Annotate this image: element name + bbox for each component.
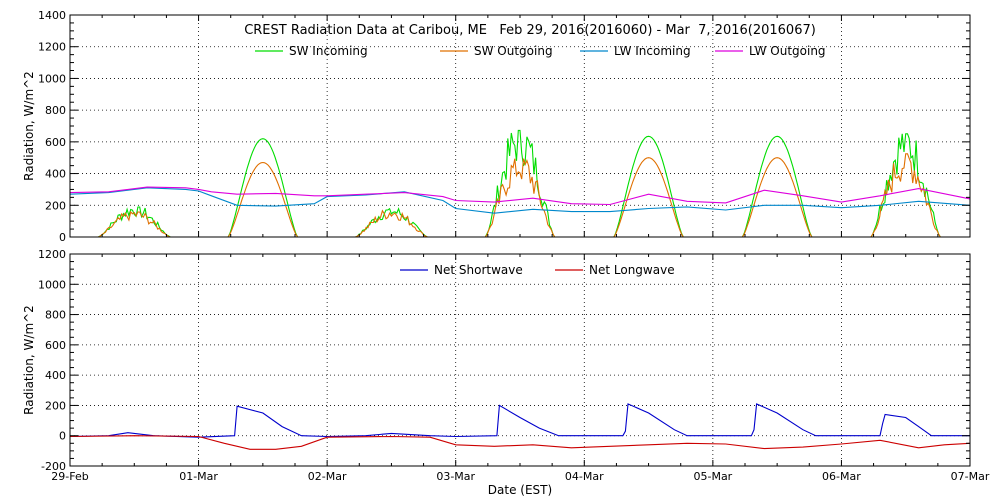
x-axis-title: Date (EST) — [488, 483, 552, 497]
legend-label: SW Outgoing — [474, 44, 553, 58]
bottom-series — [69, 403, 971, 450]
series-line-sw-incoming — [70, 129, 970, 238]
y-tick-label: 1000 — [38, 278, 66, 291]
legend-label: LW Incoming — [614, 44, 691, 58]
top-series — [69, 129, 971, 238]
y-tick-label: 400 — [45, 168, 66, 181]
y-tick-label: 200 — [45, 199, 66, 212]
y-tick-label: 400 — [45, 369, 66, 382]
x-tick-label: 04-Mar — [565, 470, 604, 483]
y-tick-label: -200 — [41, 460, 66, 473]
bottom-y-axis-title: Radiation, W/m^2 — [22, 305, 36, 415]
bottom-y-ticks: -200 0 200 400 600 800 1000 1200 — [38, 248, 970, 473]
top-x-ticks — [69, 15, 971, 237]
series-line-lw-incoming — [69, 187, 971, 214]
x-tick-label: 29-Feb — [51, 470, 88, 483]
series-line-net-shortwave — [69, 403, 970, 438]
series-line-lw-outgoing — [69, 186, 971, 206]
top-y-ticks: 0 200 400 600 800 1000 1200 1400 — [38, 9, 970, 244]
x-tick-label: 02-Mar — [308, 470, 347, 483]
y-tick-label: 800 — [45, 309, 66, 322]
y-tick-label: 1400 — [38, 9, 66, 22]
series-line-net-longwave — [69, 435, 971, 450]
chart-title: CREST Radiation Data at Caribou, ME Feb … — [244, 23, 816, 38]
top-legend: SW Incoming SW Outgoing LW Incoming LW Outg… — [255, 44, 826, 58]
legend-label: Net Shortwave — [434, 263, 523, 277]
bottom-legend: Net Shortwave Net Longwave — [400, 263, 675, 277]
top-panel: 0 200 400 600 800 1000 1200 1400 CREST Radiatio… — [22, 9, 971, 244]
y-tick-label: 0 — [59, 430, 66, 443]
top-y-axis-title: Radiation, W/m^2 — [22, 71, 36, 181]
y-tick-label: 1000 — [38, 72, 66, 85]
y-tick-label: 200 — [45, 399, 66, 412]
y-tick-label: 800 — [45, 104, 66, 117]
y-tick-label: 0 — [59, 231, 66, 244]
y-tick-label: 600 — [45, 339, 66, 352]
bottom-panel: -200 0 200 400 600 800 1000 1200 29-Feb 01-Mar 02… — [22, 248, 990, 497]
y-tick-label: 1200 — [38, 248, 66, 261]
x-tick-label: 07-Mar — [951, 470, 990, 483]
x-tick-label: 06-Mar — [822, 470, 861, 483]
legend-label: LW Outgoing — [749, 44, 826, 58]
y-tick-label: 1200 — [38, 41, 66, 54]
legend-label: SW Incoming — [289, 44, 368, 58]
bottom-grid — [70, 254, 970, 466]
series-line-sw-outgoing — [70, 153, 970, 238]
x-tick-label: 01-Mar — [179, 470, 218, 483]
bottom-x-ticks: 29-Feb 01-Mar 02-Mar 03-Mar 04-Mar 05-Mar 06-M… — [51, 254, 990, 483]
x-tick-label: 03-Mar — [436, 470, 475, 483]
x-tick-label: 05-Mar — [693, 470, 732, 483]
y-tick-label: 600 — [45, 136, 66, 149]
legend-label: Net Longwave — [589, 263, 675, 277]
